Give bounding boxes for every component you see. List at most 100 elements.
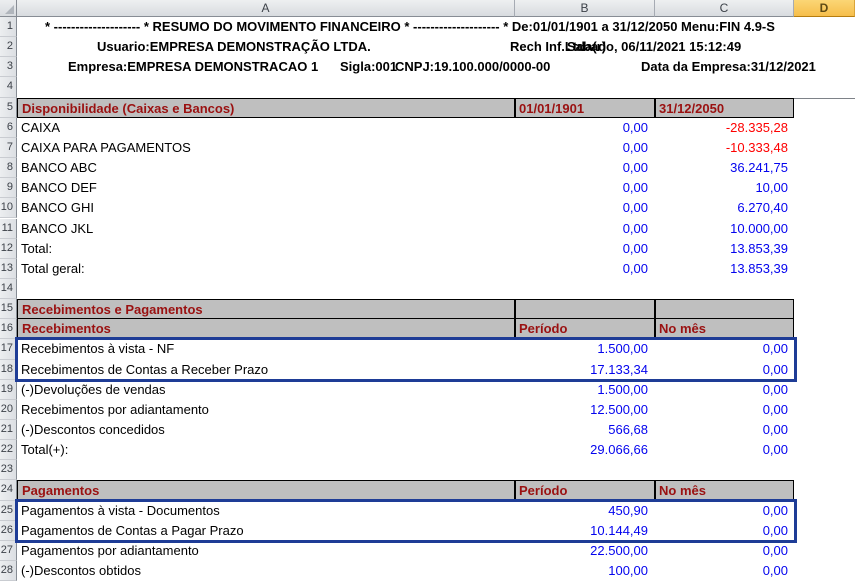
cell-A5[interactable]: Disponibilidade (Caixas e Bancos) <box>17 97 515 118</box>
row-header-5[interactable]: 5 <box>0 97 17 118</box>
cell-C14[interactable] <box>655 279 794 299</box>
title-row-2[interactable]: Usuario:EMPRESA DEMONSTRAÇÃO LTDA. Rech I… <box>17 37 855 57</box>
cell-C13[interactable]: 13.853,39 <box>730 260 788 276</box>
cell-B24[interactable]: Período <box>515 480 655 501</box>
cell-D12[interactable] <box>794 239 855 259</box>
cell-B7[interactable]: 0,00 <box>622 139 648 155</box>
cell-A26[interactable]: Pagamentos de Contas a Pagar Prazo <box>21 522 244 538</box>
row-header-13[interactable]: 13 <box>0 258 17 279</box>
cell-C18[interactable]: 0,00 <box>762 361 788 377</box>
cell-C27[interactable]: 0,00 <box>762 542 788 558</box>
cell-B16[interactable]: Período <box>515 319 655 340</box>
cell-B17[interactable]: 1.500,00 <box>597 341 648 357</box>
cell-D23[interactable] <box>794 460 855 480</box>
row-header-15[interactable]: 15 <box>0 299 17 320</box>
row-header-25[interactable]: 25 <box>0 500 17 521</box>
column-header-d[interactable]: D <box>794 0 855 17</box>
cell-D6[interactable] <box>794 118 855 138</box>
cell-D15[interactable] <box>794 299 855 319</box>
cell-C28[interactable]: 0,00 <box>762 563 788 579</box>
row-header-1[interactable]: 1 <box>0 17 17 38</box>
row-header-10[interactable]: 10 <box>0 198 17 219</box>
cell-B28[interactable]: 100,00 <box>608 563 648 579</box>
cell-B21[interactable]: 566,68 <box>608 422 648 437</box>
cell-C23[interactable] <box>655 460 794 480</box>
row-header-22[interactable]: 22 <box>0 440 17 461</box>
row-header-9[interactable]: 9 <box>0 178 17 199</box>
cell-B19[interactable]: 1.500,00 <box>597 381 648 397</box>
title-row-3[interactable]: Empresa:EMPRESA DEMONSTRACAO 1 Sigla:001 C… <box>17 57 855 77</box>
cell-C10[interactable]: 6.270,40 <box>737 200 788 216</box>
row-header-16[interactable]: 16 <box>0 319 17 340</box>
cell-C11[interactable]: 10.000,00 <box>730 220 788 236</box>
cell-B12[interactable]: 0,00 <box>622 240 648 256</box>
cell-A6[interactable]: CAIXA <box>21 119 61 135</box>
row-header-21[interactable]: 21 <box>0 420 17 441</box>
cell-A14[interactable] <box>17 279 515 299</box>
cell-A27[interactable]: Pagamentos por adiantamento <box>21 542 199 558</box>
cell-A28[interactable]: (-)Descontos obtidos <box>21 563 141 579</box>
cell-B6[interactable]: 0,00 <box>622 119 648 135</box>
column-header-c[interactable]: C <box>655 0 794 17</box>
cell-A4[interactable] <box>17 77 515 97</box>
cell-B27[interactable]: 22.500,00 <box>590 542 648 558</box>
cell-A8[interactable]: BANCO ABC <box>21 160 97 176</box>
cell-D11[interactable] <box>794 219 855 239</box>
cell-D4[interactable] <box>794 77 855 97</box>
cell-D28[interactable] <box>794 561 855 581</box>
cell-D20[interactable] <box>794 400 855 420</box>
cell-B5[interactable]: 01/01/1901 <box>515 97 655 118</box>
cell-C9[interactable]: 10,00 <box>755 180 788 196</box>
row-header-4[interactable]: 4 <box>0 77 17 98</box>
row-header-20[interactable]: 20 <box>0 399 17 420</box>
cell-B8[interactable]: 0,00 <box>622 160 648 176</box>
cell-D13[interactable] <box>794 259 855 279</box>
cell-A21[interactable]: (-)Descontos concedidos <box>21 422 165 437</box>
cell-C24[interactable]: No mês <box>655 480 794 501</box>
row-header-27[interactable]: 27 <box>0 540 17 562</box>
cell-D7[interactable] <box>794 138 855 158</box>
select-all-corner[interactable] <box>0 0 17 17</box>
cell-A23[interactable] <box>17 460 515 480</box>
cell-B26[interactable]: 10.144,49 <box>590 522 648 538</box>
row-header-8[interactable]: 8 <box>0 158 17 179</box>
cell-D5[interactable] <box>794 98 855 118</box>
cell-B18[interactable]: 17.133,34 <box>590 361 648 377</box>
cell-C19[interactable]: 0,00 <box>762 381 788 397</box>
cell-A15[interactable]: Recebimentos e Pagamentos <box>17 299 515 320</box>
cell-A20[interactable]: Recebimentos por adiantamento <box>21 401 209 417</box>
cell-D18[interactable] <box>794 360 855 380</box>
cell-B20[interactable]: 12.500,00 <box>590 401 648 417</box>
cell-B11[interactable]: 0,00 <box>622 220 648 236</box>
cell-C15[interactable] <box>655 299 794 320</box>
cell-B4[interactable] <box>515 77 655 97</box>
row-header-26[interactable]: 26 <box>0 520 17 541</box>
cell-C4[interactable] <box>655 77 794 97</box>
row-header-28[interactable]: 28 <box>0 561 17 581</box>
row-header-12[interactable]: 12 <box>0 238 17 259</box>
cell-C20[interactable]: 0,00 <box>762 401 788 417</box>
row-header-18[interactable]: 18 <box>0 359 17 380</box>
cell-A12[interactable]: Total: <box>21 240 53 256</box>
cell-B14[interactable] <box>515 279 655 299</box>
cell-C7[interactable]: -10.333,48 <box>725 139 788 155</box>
row-header-3[interactable]: 3 <box>0 57 17 78</box>
cell-A25[interactable]: Pagamentos à vista - Documentos <box>21 502 220 518</box>
cell-A16[interactable]: Recebimentos <box>17 319 515 340</box>
row-header-2[interactable]: 2 <box>0 37 17 58</box>
cell-D16[interactable] <box>794 319 855 339</box>
cell-A22[interactable]: Total(+): <box>21 442 69 458</box>
column-header-b[interactable]: B <box>515 0 655 17</box>
cell-C6[interactable]: -28.335,28 <box>725 119 788 135</box>
cell-B23[interactable] <box>515 460 655 480</box>
cell-A17[interactable]: Recebimentos à vista - NF <box>21 341 175 357</box>
cell-D10[interactable] <box>794 198 855 218</box>
cell-D24[interactable] <box>794 480 855 500</box>
row-header-14[interactable]: 14 <box>0 278 17 300</box>
title-row-1[interactable]: * -------------------- * RESUMO DO MOVIM… <box>17 17 855 37</box>
cell-C16[interactable]: No mês <box>655 319 794 340</box>
row-header-6[interactable]: 6 <box>0 117 17 138</box>
row-header-24[interactable]: 24 <box>0 480 17 501</box>
cell-B15[interactable] <box>515 299 655 320</box>
row-header-23[interactable]: 23 <box>0 460 17 481</box>
